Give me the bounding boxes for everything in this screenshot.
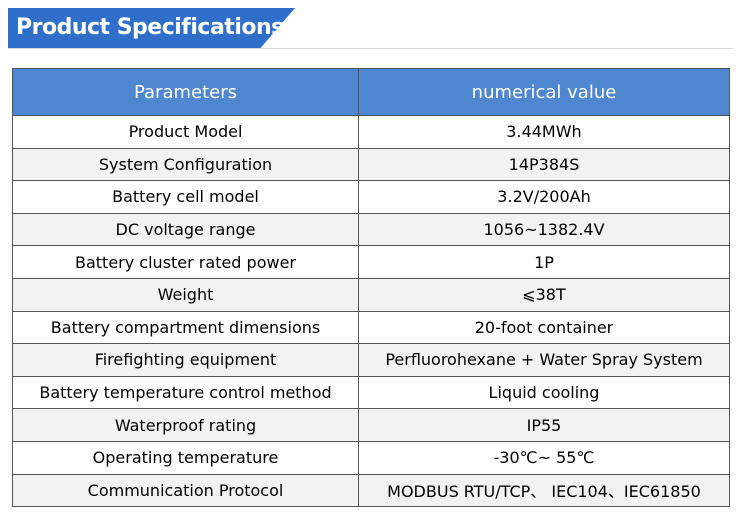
parameter-cell: Battery cluster rated power bbox=[12, 245, 359, 279]
parameter-cell: DC voltage range bbox=[12, 212, 359, 247]
value-cell: 1P bbox=[358, 245, 730, 279]
column-header: numerical value bbox=[358, 68, 730, 116]
banner: Product Specifications bbox=[0, 8, 300, 48]
table-body: Product Model 3.44MWh System Configuration… bbox=[12, 115, 730, 508]
table-row: Operating temperature -30℃~ 55℃ bbox=[12, 440, 730, 475]
value-cell: Perfluorohexane + Water Spray System bbox=[358, 343, 730, 377]
table-row: Battery cluster rated power 1P bbox=[12, 245, 730, 279]
parameter-cell: Battery compartment dimensions bbox=[12, 310, 359, 345]
parameter-cell: System Configuration bbox=[12, 147, 359, 182]
table-row: Communication Protocol MODBUS RTU/TCP、 IE… bbox=[12, 473, 730, 508]
divider bbox=[8, 48, 733, 49]
banner-shape bbox=[8, 8, 295, 48]
parameter-cell: Firefighting equipment bbox=[12, 343, 359, 377]
table-row: Weight ⩽38T bbox=[12, 277, 730, 312]
table-row: DC voltage range 1056~1382.4V bbox=[12, 212, 730, 247]
value-cell: 3.44MWh bbox=[358, 115, 730, 149]
parameter-cell: Waterproof rating bbox=[12, 408, 359, 442]
table-row: Battery compartment dimensions 20-foot co… bbox=[12, 310, 730, 345]
parameter-cell: Operating temperature bbox=[12, 440, 359, 475]
value-cell: 20-foot container bbox=[358, 310, 730, 345]
value-cell: 1056~1382.4V bbox=[358, 212, 730, 247]
parameter-cell: Communication Protocol bbox=[12, 473, 359, 508]
value-cell: IP55 bbox=[358, 408, 730, 442]
value-cell: -30℃~ 55℃ bbox=[358, 440, 730, 475]
table-row: Product Model 3.44MWh bbox=[12, 115, 730, 149]
parameter-cell: Battery cell model bbox=[12, 180, 359, 214]
table-row: Battery cell model 3.2V/200Ah bbox=[12, 180, 730, 214]
table-row: Waterproof rating IP55 bbox=[12, 408, 730, 442]
table-row: Firefighting equipment Perfluorohexane + … bbox=[12, 343, 730, 377]
table-row: Battery temperature control method Liquid… bbox=[12, 375, 730, 410]
header-row: Parameters numerical value bbox=[12, 68, 730, 116]
value-cell: MODBUS RTU/TCP、 IEC104、IEC61850 bbox=[358, 473, 730, 508]
parameter-cell: Product Model bbox=[12, 115, 359, 149]
value-cell: 14P384S bbox=[358, 147, 730, 182]
column-header: Parameters bbox=[12, 68, 359, 116]
spec-table: Parameters numerical value Product Model… bbox=[12, 68, 730, 508]
parameter-cell: Battery temperature control method bbox=[12, 375, 359, 410]
banner-title: Product Specifications bbox=[16, 15, 284, 40]
parameter-cell: Weight bbox=[12, 277, 359, 312]
value-cell: ⩽38T bbox=[358, 277, 730, 312]
table-row: System Configuration 14P384S bbox=[12, 147, 730, 182]
value-cell: Liquid cooling bbox=[358, 375, 730, 410]
value-cell: 3.2V/200Ah bbox=[358, 180, 730, 214]
